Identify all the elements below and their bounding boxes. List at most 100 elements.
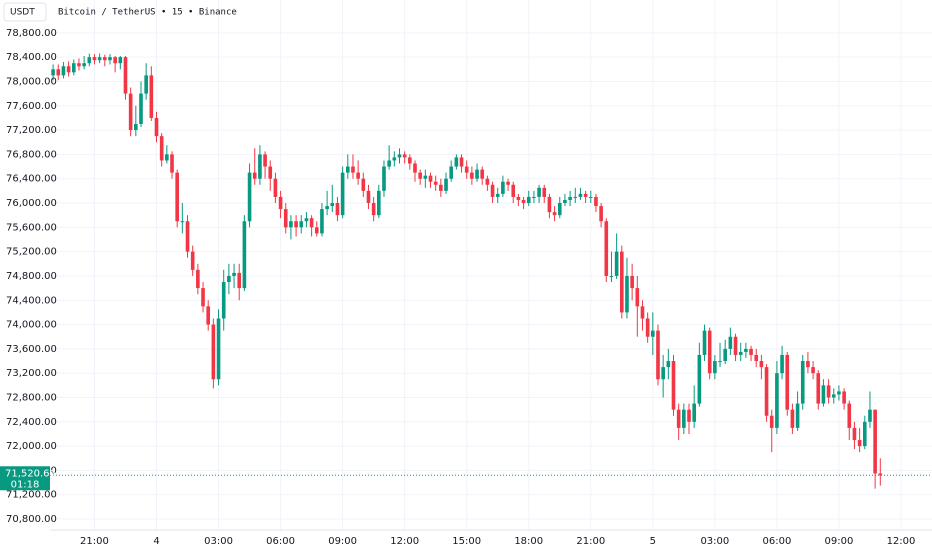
candle-body xyxy=(780,354,784,374)
candle-body xyxy=(206,306,211,325)
candle-body xyxy=(682,409,686,428)
candle-body xyxy=(371,203,376,216)
last-price-badge xyxy=(0,466,50,491)
candle-body xyxy=(873,409,877,474)
candle-body xyxy=(723,348,728,362)
candle-body xyxy=(573,196,578,198)
candle-body xyxy=(651,330,655,337)
x-tick-label: 12:00 xyxy=(887,536,916,547)
y-tick-label: 76,400.00 xyxy=(6,174,57,185)
candle-body xyxy=(785,354,790,410)
y-tick-label: 71,200.00 xyxy=(6,490,57,501)
candle-body xyxy=(356,172,360,179)
candle-body xyxy=(185,221,190,252)
candle-body xyxy=(227,275,231,283)
candle-body xyxy=(397,154,402,158)
y-tick-label: 77,200.00 xyxy=(6,125,57,136)
candle-body xyxy=(134,123,138,131)
candle-body xyxy=(594,196,598,207)
candle-body xyxy=(330,203,335,207)
candle-body xyxy=(190,251,195,270)
y-tick-label: 75,200.00 xyxy=(6,247,57,258)
candle-body xyxy=(563,199,567,204)
x-tick-label: 06:00 xyxy=(762,536,791,547)
candle-body xyxy=(345,166,350,173)
candle-body xyxy=(842,391,846,404)
candle-body xyxy=(516,196,521,200)
candle-body xyxy=(66,66,71,73)
y-tick-label: 73,200.00 xyxy=(6,368,57,379)
candle-body xyxy=(769,415,774,428)
currency-box xyxy=(3,2,47,22)
candle-body xyxy=(159,136,164,161)
axes: 70,800.0071,200.0071,600.0072,000.0072,4… xyxy=(0,28,915,547)
candle-body xyxy=(92,57,97,61)
candle-body xyxy=(170,154,174,173)
candle-body xyxy=(480,169,485,179)
candle-body xyxy=(216,318,221,380)
candle-body xyxy=(418,172,422,179)
candle-body xyxy=(118,57,123,64)
x-tick-label: 06:00 xyxy=(266,536,295,547)
candle-body xyxy=(392,157,397,161)
candle-body xyxy=(454,157,459,167)
y-tick-label: 74,400.00 xyxy=(6,295,57,306)
candle-body xyxy=(128,93,133,131)
candle-body xyxy=(444,178,448,191)
candle-body xyxy=(847,403,852,428)
candle-body xyxy=(868,409,872,422)
candle-body xyxy=(304,218,309,222)
candle-body xyxy=(707,330,712,374)
candle-body xyxy=(139,93,143,124)
candle-body xyxy=(501,181,505,194)
candle-body xyxy=(857,440,862,447)
candle-body xyxy=(108,57,112,61)
candle-body xyxy=(423,175,428,179)
candle-body xyxy=(221,282,226,319)
y-tick-label: 77,600.00 xyxy=(6,101,57,112)
candle-body xyxy=(299,221,304,228)
candle-body xyxy=(578,193,583,197)
candle-body xyxy=(464,166,469,173)
candle-body xyxy=(676,409,681,428)
candle-body xyxy=(811,367,815,374)
last-price-label: 71,520.66 xyxy=(5,468,56,479)
candle-body xyxy=(749,348,753,355)
y-tick-label: 72,400.00 xyxy=(6,417,57,428)
candle-body xyxy=(82,63,86,67)
chart-title: Bitcoin / TetherUS • 15 • Binance xyxy=(58,8,237,18)
candle-body xyxy=(154,117,159,137)
candle-body xyxy=(728,336,733,349)
x-tick-label: 18:00 xyxy=(514,536,543,547)
candle-body xyxy=(816,373,821,404)
candle-body xyxy=(87,57,92,64)
y-tick-label: 76,800.00 xyxy=(6,149,57,160)
candle-body xyxy=(351,166,355,173)
candle-body xyxy=(180,221,185,223)
candle-body xyxy=(402,154,407,158)
candle-body xyxy=(211,324,216,380)
candle-body xyxy=(713,361,717,374)
candle-body xyxy=(609,275,614,277)
candle-body xyxy=(309,218,314,228)
candle-body xyxy=(526,196,531,204)
candle-body xyxy=(671,361,676,410)
candle-body xyxy=(537,187,541,197)
candle-body xyxy=(738,351,743,355)
candle-body xyxy=(666,361,671,368)
candle-body xyxy=(123,57,128,94)
candle-body xyxy=(201,288,205,307)
candle-body xyxy=(320,209,324,234)
candle-body xyxy=(237,272,242,289)
candle-body xyxy=(552,212,557,216)
candle-body xyxy=(754,354,759,362)
candle-body xyxy=(557,203,562,216)
candle-body xyxy=(635,288,640,307)
candle-body xyxy=(806,361,810,368)
candle-body xyxy=(377,190,381,216)
y-tick-label: 76,000.00 xyxy=(6,198,57,209)
candle-body xyxy=(325,206,329,210)
candle-body xyxy=(733,336,738,355)
candle-body xyxy=(263,154,267,167)
